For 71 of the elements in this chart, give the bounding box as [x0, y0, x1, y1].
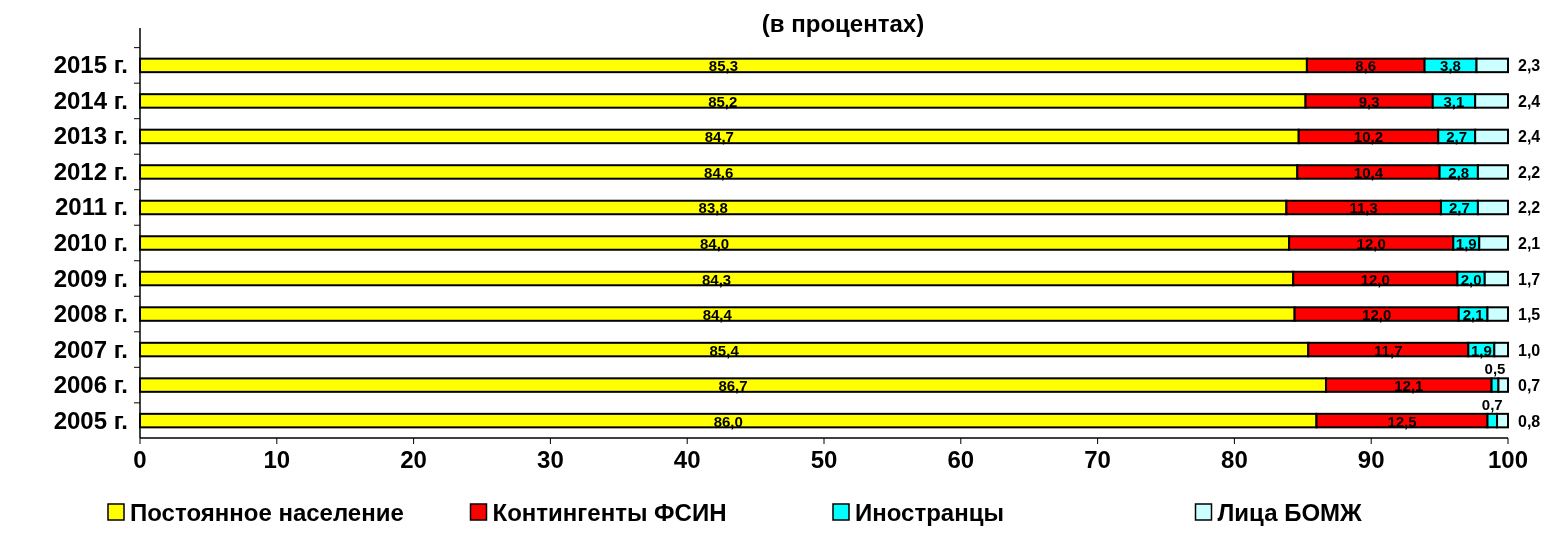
y-tick-label: 2005 г.: [53, 406, 128, 434]
x-tick-label: 0: [133, 446, 147, 473]
y-tick-label: 2008 г.: [53, 300, 128, 328]
y-tick-label: 2012 г.: [53, 157, 128, 185]
legend-label: Лица БОМЖ: [1217, 499, 1363, 526]
data-label: 12,0: [1360, 270, 1390, 288]
x-tick-label: 10: [263, 446, 291, 473]
data-label: 84,7: [704, 128, 734, 146]
data-label: 2,3: [1518, 57, 1541, 75]
data-label: 8,6: [1355, 57, 1377, 75]
legend-label: Иностранцы: [855, 499, 1004, 526]
data-label: 2,2: [1518, 199, 1541, 217]
y-tick-label: 2015 г.: [53, 51, 128, 79]
data-label: 12,0: [1362, 306, 1392, 324]
y-tick-label: 2007 г.: [53, 335, 128, 363]
data-label: 1,0: [1518, 341, 1541, 359]
data-label: 84,3: [702, 270, 732, 288]
x-tick-label: 20: [400, 446, 427, 473]
data-label: 11,3: [1349, 199, 1378, 217]
y-tick-label: 2006 г.: [53, 371, 128, 399]
data-label: 9,3: [1358, 92, 1380, 110]
y-tick-label: 2011 г.: [55, 193, 128, 221]
y-tick-label: 2014 г.: [53, 86, 128, 114]
data-label: 84,4: [702, 306, 733, 324]
x-tick-label: 30: [537, 446, 564, 473]
data-label: 1,7: [1518, 270, 1541, 288]
data-label: 10,4: [1353, 163, 1384, 181]
data-label: 10,2: [1353, 128, 1384, 146]
data-label: 1,5: [1518, 306, 1541, 324]
data-label: 86,0: [713, 412, 743, 430]
data-label: 2,7: [1446, 128, 1468, 146]
x-tick-label: 90: [1357, 446, 1385, 473]
x-tick-label: 70: [1084, 446, 1111, 473]
data-label: 0,7: [1481, 395, 1503, 413]
y-tick-label: 2010 г.: [53, 229, 128, 256]
legend-label: Контингенты ФСИН: [492, 499, 727, 526]
data-label: 1,9: [1455, 235, 1477, 252]
data-label: 1,9: [1470, 341, 1492, 359]
data-label: 2,0: [1460, 270, 1482, 288]
data-label: 12,1: [1394, 377, 1424, 395]
data-label: 84,0: [699, 235, 730, 252]
y-tick-label: 2013 г.: [53, 122, 128, 150]
y-tick-label: 2009 г.: [53, 264, 128, 292]
data-label: 85,4: [709, 341, 740, 359]
x-tick-label: 60: [947, 446, 975, 473]
data-label: 2,1: [1518, 235, 1541, 252]
data-label: 2,4: [1518, 128, 1541, 146]
x-tick-label: 100: [1487, 446, 1529, 473]
data-label: 2,8: [1448, 163, 1470, 181]
data-label: 0,8: [1518, 412, 1541, 430]
data-label: 83,8: [698, 199, 728, 217]
data-label: 2,1: [1462, 306, 1484, 324]
x-tick-label: 50: [810, 446, 838, 473]
data-label: 2,2: [1518, 163, 1541, 181]
chart-title: (в процентах): [761, 10, 925, 37]
data-label: 2,7: [1449, 199, 1470, 217]
data-label: 2,4: [1518, 92, 1541, 110]
data-label: 3,1: [1443, 92, 1465, 110]
data-label: 0,5: [1484, 360, 1506, 378]
data-label: 3,8: [1440, 57, 1461, 75]
data-label: 12,0: [1356, 235, 1386, 252]
data-label: 85,2: [708, 92, 738, 110]
data-label: 11,7: [1374, 341, 1403, 359]
data-label: 84,6: [704, 163, 734, 181]
data-label: 86,7: [718, 377, 748, 395]
x-tick-label: 80: [1221, 446, 1248, 473]
data-label: 12,5: [1387, 412, 1417, 430]
x-tick-label: 40: [673, 446, 701, 473]
data-label: 85,3: [708, 57, 739, 75]
data-label: 0,7: [1518, 377, 1541, 395]
legend-label: Постоянное население: [130, 499, 404, 526]
